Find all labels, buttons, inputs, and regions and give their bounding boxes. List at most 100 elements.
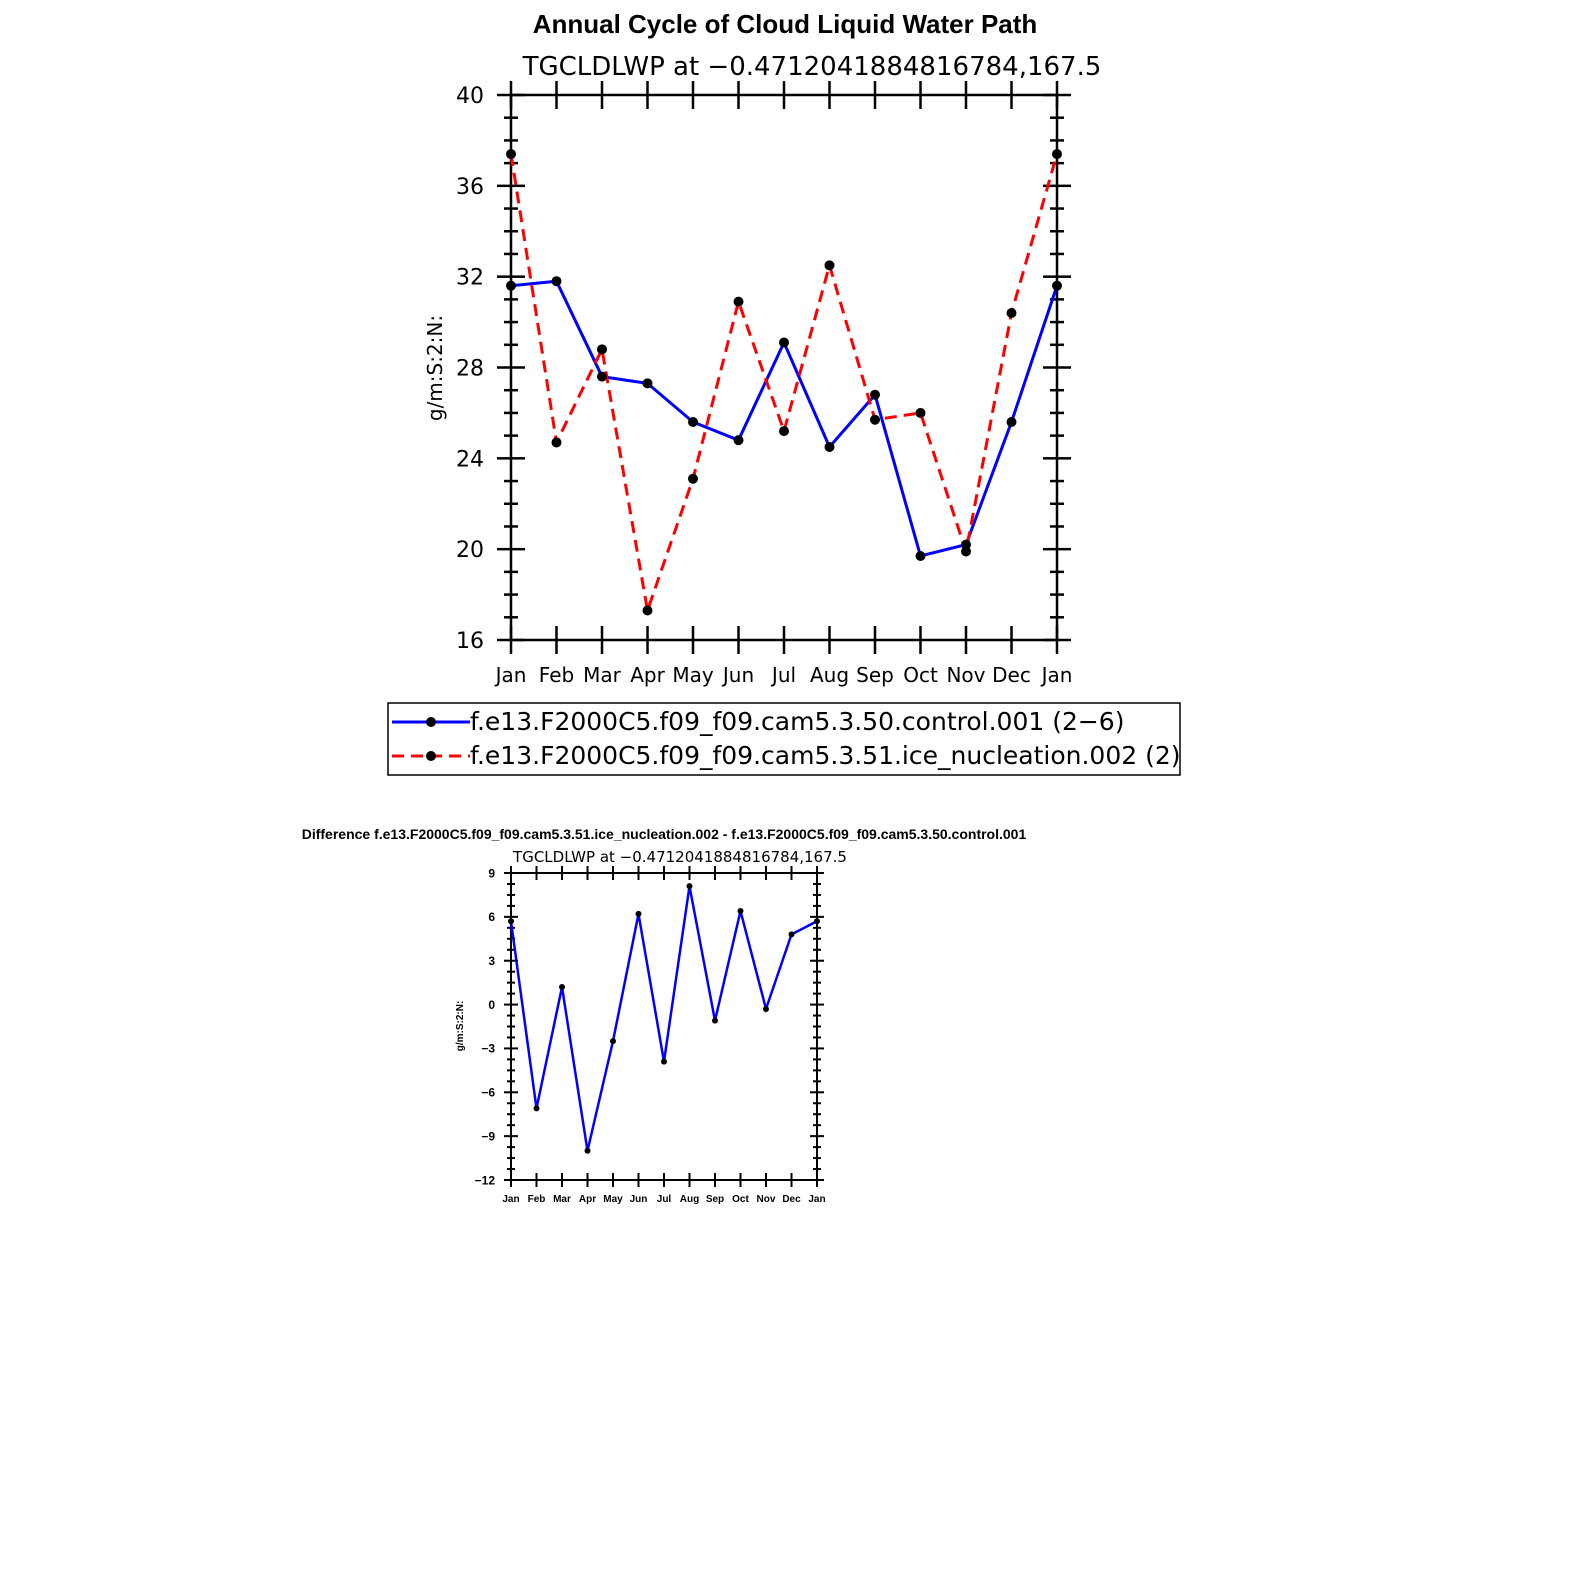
- x-tick-label: Mar: [553, 1194, 571, 1205]
- series-1-point: [551, 437, 562, 448]
- series-1-point: [642, 605, 653, 616]
- series-0-point: [712, 1017, 718, 1024]
- y-tick-label: −12: [475, 1173, 496, 1187]
- series-0-point: [508, 918, 514, 925]
- series-1-point: [824, 260, 835, 271]
- series-0-point: [686, 883, 693, 890]
- series-0-point: [533, 1105, 540, 1112]
- x-tick-label: Jul: [657, 1194, 672, 1205]
- series-1-point: [779, 426, 789, 437]
- series-0-point: [870, 389, 880, 400]
- series-line-1: [509, 153, 1059, 611]
- x-tick-label: Oct: [732, 1194, 749, 1205]
- series-0-point: [733, 435, 744, 446]
- series-0-point: [763, 1005, 769, 1012]
- x-tick-label: Apr: [579, 1194, 596, 1205]
- series-0-point: [779, 337, 789, 348]
- chart1-axes: 16 20 24 28 32 36 40 Jan Feb Mar Apr May Jun Jul Aug Se…: [456, 81, 1072, 687]
- series-1-point: [688, 473, 698, 484]
- y-tick-label: 3: [488, 954, 495, 968]
- y-tick-label: 20: [456, 538, 484, 563]
- x-tick-label: Apr: [630, 663, 665, 687]
- y-tick-label: −9: [481, 1129, 495, 1143]
- chart2-axes: −12 −9 −6 −3 0 3 6 9 Jan Feb Mar Apr May Jun Jul Aug Sep…: [475, 866, 826, 1205]
- y-tick-label: 24: [456, 447, 484, 472]
- x-tick-label: Nov: [757, 1194, 776, 1205]
- x-tick-label: Jun: [630, 1194, 648, 1205]
- y-tick-label: 6: [488, 910, 495, 924]
- y-tick-label: 32: [456, 266, 484, 291]
- chart2-series: [508, 883, 820, 1154]
- plot-frame: [509, 93, 1059, 642]
- difference-chart: Difference f.e13.F2000C5.f09_f09.cam5.3.…: [302, 826, 1027, 1205]
- legend-label-control: f.e13.F2000C5.f09_f09.cam5.3.50.control.…: [470, 707, 1124, 736]
- legend-marker-control: [426, 717, 436, 727]
- chart2-ylabel: g/m:S:2:N:: [455, 1001, 466, 1052]
- x-tick-label: Sep: [856, 663, 894, 687]
- series-0-point: [737, 908, 744, 915]
- chart2-title: Difference f.e13.F2000C5.f09_f09.cam5.3.…: [302, 826, 1027, 842]
- chart1-title: Annual Cycle of Cloud Liquid Water Path: [533, 9, 1038, 39]
- x-tick-label: Aug: [810, 663, 849, 687]
- series-0-point: [915, 550, 926, 561]
- series-0-point: [1052, 280, 1062, 291]
- chart1-series: [506, 149, 1062, 616]
- series-0-point: [788, 931, 795, 938]
- series-1-point: [1006, 308, 1017, 318]
- x-tick-label: Jan: [494, 663, 527, 687]
- series-0-point: [1006, 417, 1017, 427]
- series-1-point: [915, 407, 926, 418]
- annual-cycle-chart: Annual Cycle of Cloud Liquid Water Path …: [387, 9, 1181, 776]
- series-line-0: [509, 885, 818, 1152]
- x-tick-label: Feb: [528, 1194, 546, 1205]
- series-1-point: [733, 296, 744, 307]
- x-tick-label: Aug: [680, 1194, 699, 1205]
- legend-box: [387, 702, 1181, 776]
- series-0-point: [551, 276, 562, 287]
- series-1-point: [1052, 149, 1062, 160]
- x-tick-label: Oct: [903, 663, 938, 687]
- x-tick-label: Jun: [721, 663, 754, 687]
- series-0-point: [642, 378, 653, 389]
- y-tick-label: 28: [456, 356, 484, 381]
- x-tick-label: Sep: [706, 1194, 724, 1205]
- series-1-point: [506, 149, 516, 160]
- x-tick-label: Jul: [770, 663, 796, 687]
- x-tick-label: Jan: [808, 1194, 825, 1205]
- y-tick-label: 16: [456, 629, 484, 654]
- series-1-point: [870, 414, 880, 425]
- series-1-point: [961, 546, 971, 557]
- series-0-point: [824, 441, 835, 452]
- series-0-point: [597, 371, 607, 382]
- plot-frame: [510, 872, 818, 1181]
- chart2-subtitle: TGCLDLWP at −0.4712041884816784,167.5: [512, 848, 847, 866]
- series-0-point: [584, 1147, 591, 1154]
- x-tick-label: Mar: [583, 663, 622, 687]
- x-tick-label: Nov: [946, 663, 985, 687]
- x-tick-label: Feb: [539, 663, 574, 687]
- series-0-point: [635, 910, 642, 917]
- series-line-0: [510, 279, 1059, 558]
- chart1-legend: f.e13.F2000C5.f09_f09.cam5.3.50.control.…: [387, 702, 1181, 776]
- series-0-point: [661, 1058, 667, 1065]
- legend-label-ice-nucleation: f.e13.F2000C5.f09_f09.cam5.3.51.ice_nucl…: [470, 741, 1181, 770]
- chart1-ylabel: g/m:S:2:N:: [423, 315, 447, 421]
- y-tick-label: 40: [456, 84, 484, 109]
- series-0-point: [688, 417, 698, 427]
- y-tick-label: 0: [488, 998, 495, 1012]
- chart1-subtitle: TGCLDLWP at −0.4712041884816784,167.5: [522, 52, 1102, 82]
- x-tick-label: Jan: [1040, 663, 1073, 687]
- x-tick-label: Dec: [992, 663, 1031, 687]
- series-0-point: [610, 1038, 616, 1045]
- y-tick-label: 9: [488, 866, 495, 880]
- x-tick-label: Jan: [502, 1194, 519, 1205]
- y-tick-label: −6: [481, 1086, 495, 1100]
- x-tick-label: Dec: [782, 1194, 801, 1205]
- series-0-point: [559, 984, 565, 991]
- series-1-point: [597, 344, 607, 355]
- y-tick-label: 36: [456, 175, 484, 200]
- x-tick-label: May: [672, 663, 714, 687]
- x-tick-label: May: [603, 1194, 623, 1205]
- series-0-point: [814, 918, 820, 925]
